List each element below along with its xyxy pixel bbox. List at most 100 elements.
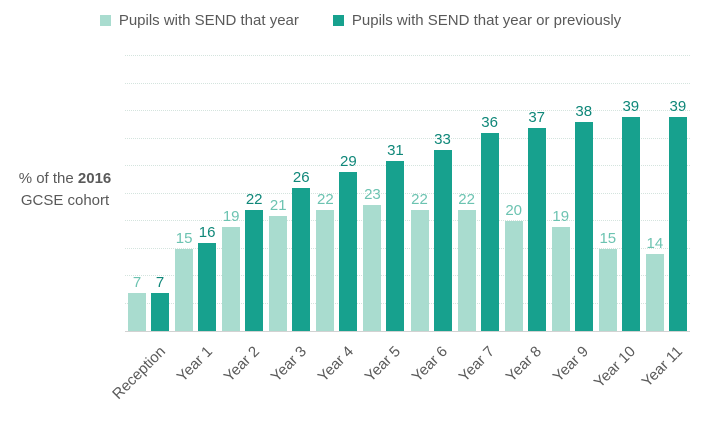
bar-value-label: 7 — [132, 273, 142, 291]
gridline — [125, 275, 690, 276]
bar — [245, 210, 264, 331]
bar-group: 23 31 — [363, 141, 405, 331]
bar — [480, 133, 499, 331]
bar-group: 14 39 — [645, 99, 687, 331]
bar-value-label: 37 — [528, 108, 545, 126]
bar-column: 37 — [527, 108, 546, 331]
bar-column: 7 — [128, 273, 147, 331]
bar — [504, 221, 523, 331]
bar-column: 38 — [574, 103, 593, 331]
bar-value-label: 38 — [575, 103, 593, 120]
bar-group: 22 36 — [457, 114, 499, 331]
bar — [645, 254, 664, 331]
bar-column: 19 — [222, 207, 241, 331]
bar-value-label: 22 — [411, 191, 428, 208]
gridline — [125, 247, 690, 249]
bar-value-label: 7 — [155, 273, 165, 291]
gridline — [125, 110, 690, 111]
bar-column: 39 — [621, 97, 640, 331]
bar-value-label: 14 — [646, 235, 664, 252]
bar-column: 15 — [175, 229, 194, 331]
bar-value-label: 15 — [599, 229, 617, 247]
bar-value-label: 39 — [622, 97, 640, 115]
bar — [410, 210, 429, 331]
bar-value-label: 22 — [317, 191, 334, 208]
legend-label: Pupils with SEND that year or previously — [351, 11, 622, 29]
bar-column: 21 — [269, 196, 288, 331]
gridline — [125, 192, 690, 194]
bar-group: 15 16 — [175, 224, 217, 331]
bar-value-label: 16 — [198, 224, 216, 241]
bar — [574, 122, 593, 331]
bar — [457, 210, 476, 331]
bar-value-label: 29 — [340, 152, 357, 170]
bar-column: 22 — [410, 191, 429, 331]
bar — [621, 116, 640, 331]
bar-column: 14 — [645, 235, 664, 331]
gridline — [125, 220, 690, 221]
legend-swatch-icon — [332, 14, 344, 26]
plot-area: 7 7 15 16 19 22 21 26 22 29 23 31 22 33 22 36 20 37 19 38 15… — [109, 55, 690, 403]
bar-value-label: 19 — [222, 207, 240, 225]
bar-column: 22 — [245, 192, 264, 331]
bar-value-label: 21 — [269, 196, 287, 214]
bar-group: 20 37 — [504, 108, 546, 331]
bar-column: 7 — [151, 273, 170, 331]
bar-column: 33 — [433, 130, 452, 331]
y-axis-label-line2: GCSE cohort — [20, 191, 110, 209]
x-axis-label: Year 8 — [502, 343, 546, 386]
legend-item-0: Pupils with SEND that year — [99, 11, 299, 29]
bar — [386, 160, 405, 331]
y-axis-label-prefix: % of the — [18, 170, 78, 187]
legend-swatch-icon — [99, 14, 111, 26]
bar — [198, 243, 217, 331]
bar — [433, 149, 452, 331]
bar — [269, 215, 288, 331]
bar-group: 21 26 — [269, 169, 311, 331]
bar — [668, 116, 687, 331]
gridline — [125, 137, 690, 139]
bar-column: 36 — [480, 114, 499, 331]
bar-column: 16 — [198, 224, 217, 331]
bar — [175, 248, 194, 331]
y-axis-label-bold-year: 2016 — [77, 170, 112, 187]
bar-value-label: 36 — [481, 114, 498, 131]
bar — [316, 210, 335, 331]
bar-column: 19 — [551, 209, 570, 331]
gridline — [125, 302, 690, 304]
bar-column: 29 — [339, 152, 358, 331]
gridline — [125, 55, 690, 56]
bar-column: 20 — [504, 203, 523, 331]
x-axis-label: Reception — [108, 343, 169, 403]
bar-group: 19 22 — [222, 192, 264, 331]
bar — [363, 204, 382, 331]
legend: Pupils with SEND that year Pupils with SE… — [0, 8, 721, 32]
bar-column: 39 — [668, 99, 687, 331]
bar-value-label: 33 — [434, 130, 451, 148]
bar — [551, 226, 570, 331]
x-axis-label: Year 4 — [314, 343, 357, 386]
bar-value-label: 22 — [458, 191, 475, 208]
bar — [598, 248, 617, 331]
bar-value-label: 23 — [364, 185, 381, 203]
bar-value-label: 31 — [387, 141, 404, 159]
bar — [292, 188, 311, 331]
bar — [222, 226, 241, 331]
legend-label: Pupils with SEND that year — [118, 11, 299, 29]
x-axis-label: Year 9 — [549, 343, 593, 386]
gridline — [125, 165, 690, 166]
x-axis-label: Year 10 — [591, 343, 640, 392]
bar-value-label: 26 — [292, 169, 310, 186]
x-axis-label: Year 6 — [408, 343, 452, 386]
bar-column: 31 — [386, 141, 405, 331]
x-axis-label: Year 11 — [639, 343, 687, 391]
x-axis-label: Year 7 — [455, 343, 499, 386]
bar-column: 26 — [292, 169, 311, 331]
bar — [527, 127, 546, 331]
bar-column: 22 — [457, 191, 476, 331]
bar-value-label: 15 — [175, 229, 193, 247]
bar-group: 19 38 — [551, 103, 593, 331]
